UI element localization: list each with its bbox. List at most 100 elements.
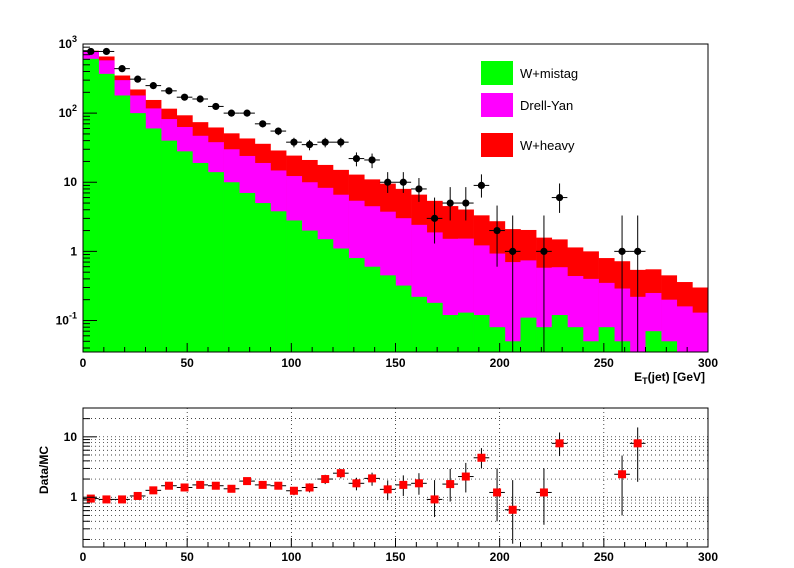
- data-point: [145, 82, 162, 90]
- hist-bar: [301, 230, 318, 352]
- hist-bar: [379, 275, 396, 352]
- data-point: [286, 137, 302, 148]
- ratio-points: [83, 427, 646, 544]
- hist-bar: [254, 203, 271, 352]
- main-x-axis: 0 50 100 150 200 250 300: [80, 343, 718, 370]
- data-point: [504, 215, 521, 352]
- ratio-point: [176, 483, 193, 492]
- hist-bar: [161, 140, 178, 352]
- data-point: [395, 172, 412, 193]
- data-point: [129, 75, 146, 83]
- ratio-point: [317, 474, 333, 485]
- hist-bar: [583, 278, 599, 352]
- data-point: [411, 178, 427, 202]
- hist-bar: [317, 239, 334, 352]
- data-point: [114, 65, 130, 73]
- x-tick-label: 300: [698, 356, 718, 370]
- data-point: [239, 109, 255, 117]
- data-points: [83, 47, 646, 352]
- y-tick-label: 1: [70, 244, 77, 258]
- main-x-axis-title: ET(jet) [GeV]: [634, 370, 705, 386]
- hist-bar: [661, 299, 678, 352]
- stacked-histograms: [83, 50, 709, 353]
- hist-bar: [286, 220, 303, 352]
- data-point: [161, 87, 177, 95]
- x-tick-label: 0: [80, 550, 87, 564]
- data-point: [223, 109, 240, 117]
- ratio-point: [145, 486, 162, 495]
- x-tick-label: 100: [281, 356, 301, 370]
- data-point: [208, 102, 224, 111]
- ratio-point: [629, 427, 646, 482]
- ratio-point: [239, 477, 255, 486]
- data-point: [364, 153, 380, 169]
- y-tick-label: 10: [64, 430, 78, 444]
- data-point: [192, 95, 208, 103]
- hist-bar: [583, 341, 599, 352]
- ratio-point: [223, 484, 240, 493]
- hist-bar: [489, 327, 506, 352]
- y-tick-label: 103: [59, 34, 77, 51]
- ratio-point: [129, 491, 146, 500]
- x-tick-label: 200: [490, 550, 510, 564]
- data-point: [333, 137, 349, 148]
- hist-bar: [364, 266, 381, 352]
- hist-bar: [192, 162, 209, 352]
- ratio-point: [114, 495, 130, 504]
- hist-w-mistag: [83, 58, 678, 353]
- hist-bar: [520, 317, 537, 352]
- ratio-point: [551, 432, 568, 457]
- hist-bar: [145, 128, 162, 352]
- legend-label-drell-yan: Drell-Yan: [520, 98, 573, 113]
- ratio-point: [473, 448, 490, 469]
- data-point: [442, 187, 458, 221]
- ratio-point: [254, 480, 271, 489]
- ratio-point: [458, 462, 474, 493]
- ratio-point: [536, 468, 552, 525]
- ratio-y-axis: 10 1: [64, 418, 97, 540]
- data-point: [614, 215, 630, 352]
- legend-label-w-heavy: W+heavy: [520, 138, 575, 153]
- hist-bar: [458, 312, 474, 352]
- hist-bar: [270, 211, 287, 352]
- data-point: [176, 93, 193, 101]
- data-point: [426, 197, 443, 244]
- hist-bar: [239, 192, 256, 352]
- hist-bar: [473, 315, 490, 352]
- hist-bar: [598, 327, 615, 352]
- data-point: [83, 47, 99, 56]
- hist-bar: [208, 172, 224, 352]
- data-point: [301, 139, 318, 151]
- legend-swatch-w-heavy: [481, 133, 513, 157]
- hist-bar: [551, 315, 568, 352]
- data-point: [348, 152, 365, 167]
- ratio-point: [270, 481, 287, 490]
- hist-bar: [692, 312, 709, 352]
- ratio-point: [379, 480, 396, 500]
- data-point: [379, 172, 396, 193]
- y-tick-label: 10: [64, 175, 78, 189]
- ratio-point: [286, 486, 302, 496]
- hist-bar: [223, 182, 240, 352]
- ratio-point: [614, 455, 630, 516]
- ratio-point: [348, 477, 365, 491]
- legend-label-w-mistag: W+mistag: [520, 66, 578, 81]
- hist-bar: [176, 151, 193, 352]
- ratio-point: [395, 475, 412, 496]
- x-tick-label: 250: [594, 550, 614, 564]
- hist-bar: [567, 327, 584, 352]
- data-point: [473, 174, 490, 198]
- ratio-point: [411, 473, 427, 495]
- hist-bar: [114, 95, 131, 352]
- legend-swatch-w-mistag: [481, 61, 513, 85]
- ratio-y-axis-title: Data/MC: [37, 446, 51, 494]
- x-tick-label: 250: [594, 356, 614, 370]
- ratio-point: [208, 481, 224, 490]
- data-point: [254, 120, 271, 128]
- ratio-x-axis: 0 50 100 150 200 250 300: [80, 538, 718, 564]
- x-tick-label: 50: [180, 356, 194, 370]
- ratio-point: [301, 483, 318, 493]
- hist-bar: [411, 296, 428, 352]
- y-tick-label: 1: [70, 490, 77, 504]
